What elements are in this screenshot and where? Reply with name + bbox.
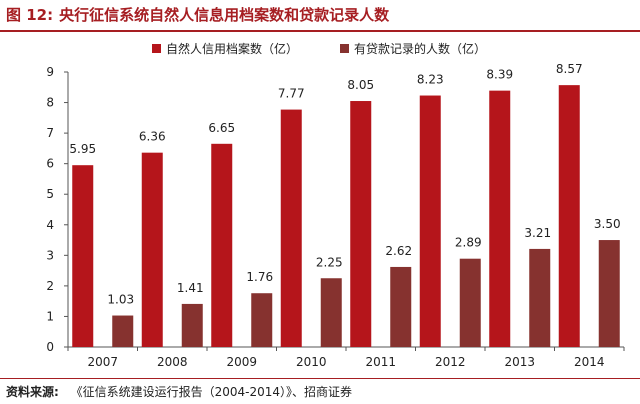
data-label-loan-records: 2.62 [385,244,412,258]
bar-credit-files [419,95,441,348]
footer-divider [0,378,640,379]
chart-legend: 自然人信用档案数（亿） 有贷款记录的人数（亿） [152,41,486,56]
data-label-loan-records: 1.03 [107,293,134,307]
x-tick-label: 2010 [296,355,327,369]
figure-title-bar: 图 12: 央行征信系统自然人信息用档案数和贷款记录人数 [0,0,640,28]
legend-label-credit-files: 自然人信用档案数（亿） [166,41,298,56]
bar-loan-records [181,303,203,347]
bar-credit-files [141,152,163,347]
bar-credit-files [72,165,94,347]
bar-loan-records [390,266,412,347]
bar-credit-files [211,143,233,347]
x-tick-label: 2008 [157,355,188,369]
data-label-credit-files: 8.57 [556,62,583,76]
data-label-credit-files: 7.77 [278,87,305,101]
source-note: 资料来源: 《征信系统建设运行报告（2004-2014）》、招商证券 [6,383,352,400]
legend-swatch-credit-files [152,44,161,53]
figure-label: 图 12: [6,5,54,24]
bar-loan-records [112,315,134,347]
y-tick-label: 5 [46,187,54,201]
figure-title: 央行征信系统自然人信息用档案数和贷款记录人数 [59,5,390,24]
legend-label-loan-records: 有贷款记录的人数（亿） [354,41,486,56]
y-tick-label: 3 [46,248,54,262]
y-tick-label: 1 [46,309,54,323]
source-label: 资料来源: [6,385,59,399]
x-tick-label: 2007 [87,355,118,369]
data-label-credit-files: 8.23 [417,73,444,87]
data-label-loan-records: 3.21 [524,226,551,240]
y-tick-label: 6 [46,157,54,171]
y-tick-label: 8 [46,96,54,110]
y-tick-label: 2 [46,279,54,293]
source-text: 《征信系统建设运行报告（2004-2014）》、招商证券 [70,385,353,399]
bar-loan-records [320,278,342,347]
bar-loan-records [598,240,620,347]
y-tick-label: 7 [46,126,54,140]
y-tick-label: 0 [46,340,54,354]
bar-credit-files [350,101,372,348]
data-label-credit-files: 8.05 [347,78,374,92]
data-label-loan-records: 1.76 [246,270,273,284]
title-divider [0,30,640,32]
data-label-loan-records: 1.41 [177,281,204,295]
data-label-loan-records: 2.89 [455,236,482,250]
bar-credit-files [489,90,511,347]
bar-loan-records [529,248,551,347]
y-tick-label: 9 [46,65,54,79]
bar-credit-files [280,109,302,347]
bar-chart: 自然人信用档案数（亿） 有贷款记录的人数（亿） 0 1 2 3 4 5 6 7 8 9 2007 200… [46,41,625,369]
data-label-loan-records: 2.25 [316,255,343,269]
bar-credit-files [558,85,580,347]
data-label-credit-files: 6.65 [208,121,235,135]
x-tick-label: 2011 [365,355,396,369]
bar-loan-records [459,258,481,347]
legend-swatch-loan-records [340,44,349,53]
data-label-credit-files: 5.95 [69,142,96,156]
x-tick-label: 2009 [226,355,257,369]
x-tick-label: 2013 [504,355,535,369]
chart-data-labels: 5.95 1.03 6.36 1.41 6.65 1.76 7.77 2.25 8.05 2.62… [69,62,620,306]
chart-bars [72,85,620,348]
x-tick-label: 2014 [574,355,605,369]
bar-loan-records [251,293,273,347]
data-label-loan-records: 3.50 [594,217,621,231]
y-tick-label: 4 [46,218,54,232]
x-tick-label: 2012 [435,355,466,369]
data-label-credit-files: 6.36 [139,130,166,144]
data-label-credit-files: 8.39 [486,68,513,82]
